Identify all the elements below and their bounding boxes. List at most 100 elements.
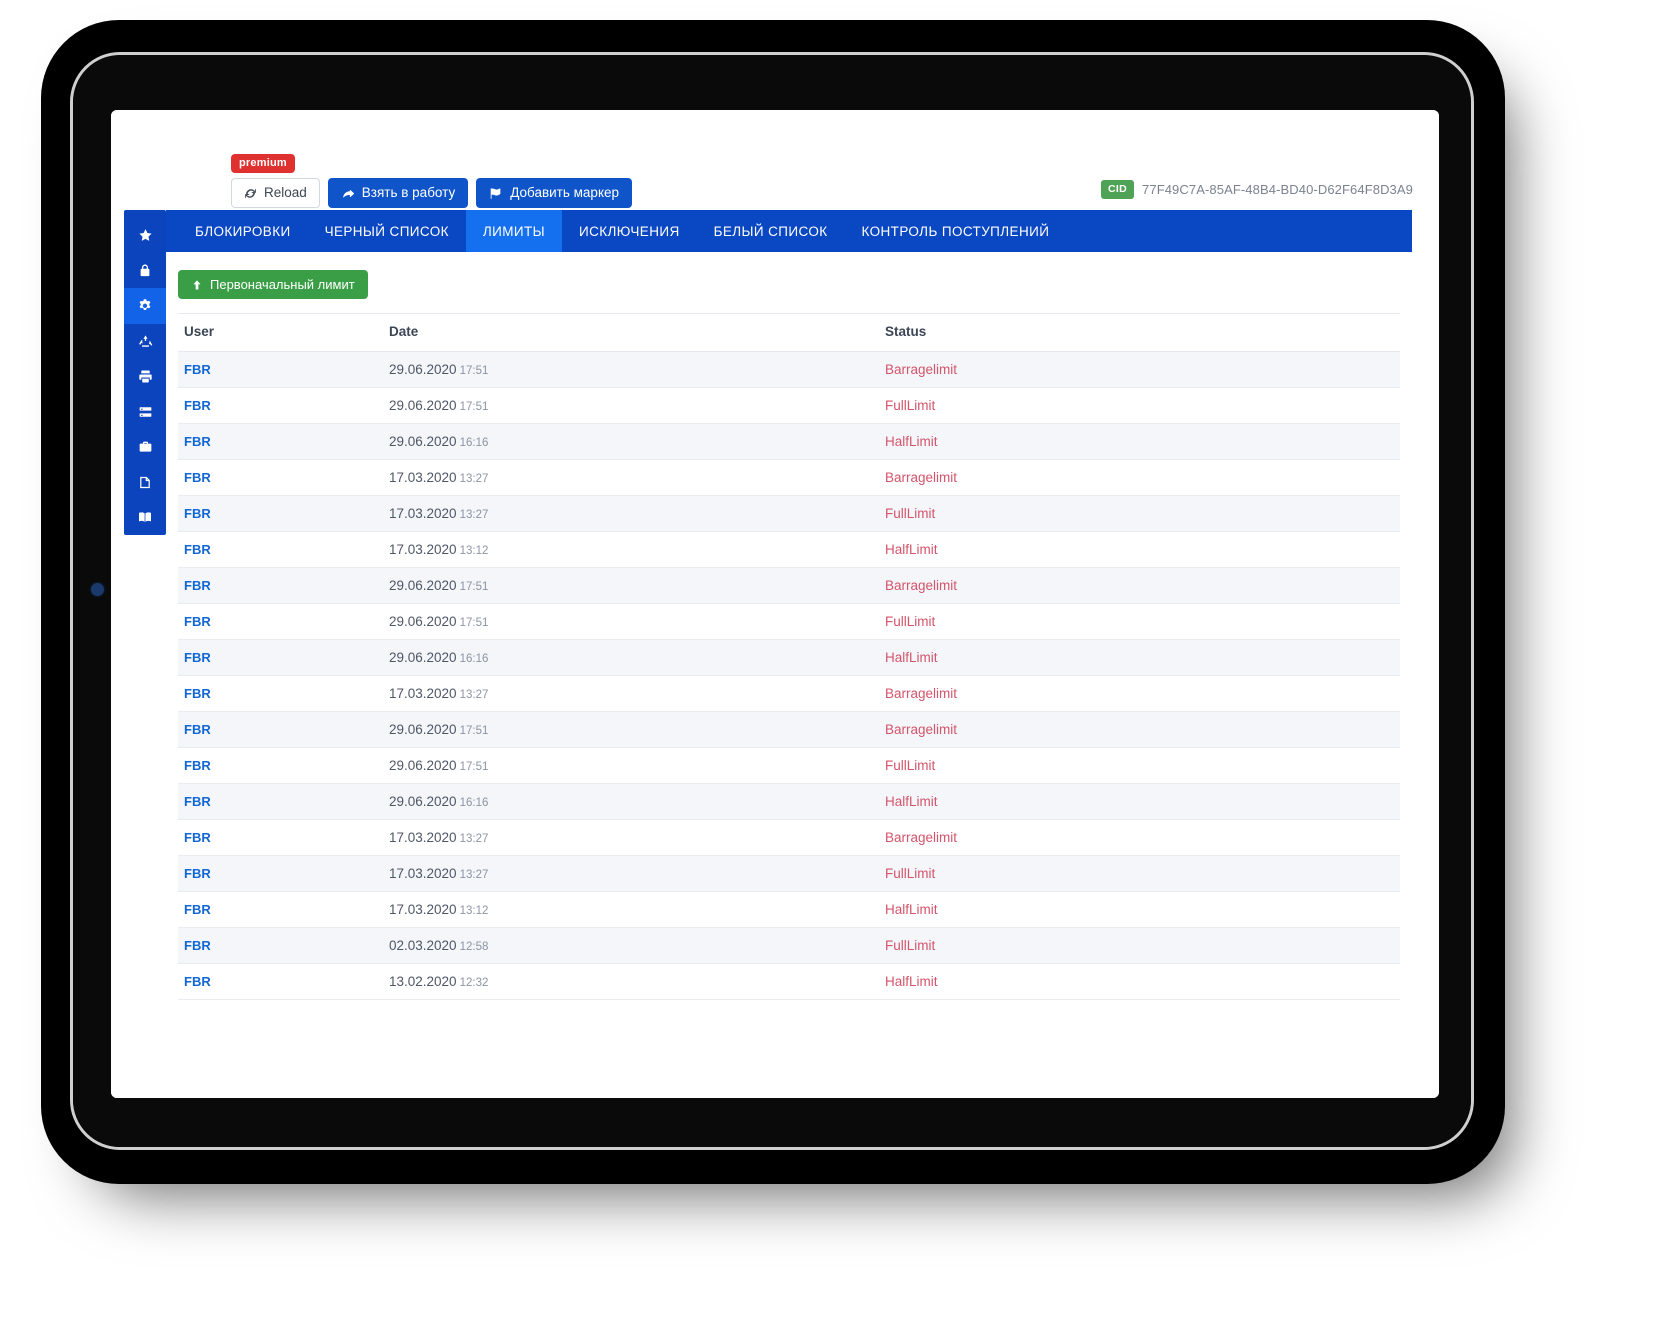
user-link[interactable]: FBR	[184, 506, 211, 521]
cell-user: FBR	[178, 927, 383, 964]
add-marker-label: Добавить маркер	[510, 185, 620, 201]
status-value: FullLimit	[885, 938, 936, 953]
user-link[interactable]: FBR	[184, 758, 211, 773]
date-value: 17.03.2020	[389, 902, 457, 917]
cell-status: HalfLimit	[879, 639, 1400, 676]
status-value: HalfLimit	[885, 542, 938, 557]
sidebar-item-security[interactable]	[124, 253, 166, 288]
sidebar-item-cases[interactable]	[124, 429, 166, 464]
table-row: FBR 29.06.2020 17:51 FullLimit	[178, 387, 1400, 424]
time-value: 12:32	[459, 977, 489, 989]
cell-user: FBR	[178, 351, 383, 388]
sidebar-item-settings[interactable]	[124, 288, 166, 324]
sidebar-item-notes[interactable]	[124, 465, 166, 500]
time-value: 13:12	[459, 545, 489, 557]
initial-limit-label: Первоначальный лимит	[210, 277, 355, 292]
column-header-user: User	[178, 313, 383, 352]
time-value: 16:16	[459, 653, 489, 665]
add-marker-button[interactable]: Добавить маркер	[476, 178, 633, 208]
table-header: User Date Status	[178, 313, 1400, 352]
take-to-work-label: Взять в работу	[361, 185, 456, 201]
time-value: 13:27	[459, 473, 489, 485]
user-link[interactable]: FBR	[184, 794, 211, 809]
tab-4[interactable]: БЕЛЫЙ СПИСОК	[697, 210, 845, 252]
user-link[interactable]: FBR	[184, 542, 211, 557]
user-link[interactable]: FBR	[184, 470, 211, 485]
user-link[interactable]: FBR	[184, 398, 211, 413]
date-value: 29.06.2020	[389, 362, 457, 377]
tab-0[interactable]: БЛОКИРОВКИ	[178, 210, 308, 252]
user-link[interactable]: FBR	[184, 362, 211, 377]
tab-1[interactable]: ЧЕРНЫЙ СПИСОК	[308, 210, 466, 252]
user-link[interactable]: FBR	[184, 578, 211, 593]
cell-status: HalfLimit	[879, 531, 1400, 568]
user-link[interactable]: FBR	[184, 830, 211, 845]
table-row: FBR 17.03.2020 13:27 Barragelimit	[178, 459, 1400, 496]
initial-limit-button[interactable]: Первоначальный лимит	[178, 270, 368, 299]
sidebar-item-directory[interactable]	[124, 500, 166, 535]
date-value: 17.03.2020	[389, 686, 457, 701]
user-link[interactable]: FBR	[184, 866, 211, 881]
sidebar-item-server[interactable]	[124, 394, 166, 429]
column-header-status: Status	[879, 313, 1400, 352]
camera-icon	[91, 583, 104, 596]
tab-2[interactable]: ЛИМИТЫ	[465, 210, 563, 252]
time-value: 17:51	[459, 761, 489, 773]
date-value: 29.06.2020	[389, 398, 457, 413]
user-link[interactable]: FBR	[184, 722, 211, 737]
cell-date: 17.03.2020 13:27	[383, 855, 879, 892]
sidebar-item-favorites[interactable]	[124, 218, 166, 253]
user-link[interactable]: FBR	[184, 434, 211, 449]
user-link[interactable]: FBR	[184, 938, 211, 953]
cell-date: 29.06.2020 16:16	[383, 423, 879, 460]
cell-status: FullLimit	[879, 855, 1400, 892]
sidebar-item-print[interactable]	[124, 359, 166, 394]
sidebar-item-recycle[interactable]	[124, 324, 166, 359]
user-link[interactable]: FBR	[184, 902, 211, 917]
date-value: 17.03.2020	[389, 866, 457, 881]
status-value: Barragelimit	[885, 578, 958, 593]
table-row: FBR 17.03.2020 13:12 HalfLimit	[178, 891, 1400, 928]
user-link[interactable]: FBR	[184, 686, 211, 701]
cell-user: FBR	[178, 855, 383, 892]
main-panel: БЛОКИРОВКИ ЧЕРНЫЙ СПИСОК ЛИМИТЫ ИСКЛЮЧЕНИЯ Б…	[166, 210, 1412, 1000]
user-link[interactable]: FBR	[184, 974, 211, 989]
take-to-work-button[interactable]: Взять в работу	[327, 178, 469, 208]
time-value: 17:51	[459, 617, 489, 629]
time-value: 12:58	[459, 941, 489, 953]
time-value: 13:27	[459, 689, 489, 701]
time-value: 17:51	[459, 581, 489, 593]
tab-label: ИСКЛЮЧЕНИЯ	[579, 223, 680, 239]
cell-user: FBR	[178, 711, 383, 748]
cell-date: 29.06.2020 17:51	[383, 747, 879, 784]
table-row: FBR 17.03.2020 13:27 FullLimit	[178, 495, 1400, 532]
cell-status: FullLimit	[879, 495, 1400, 532]
tab-5[interactable]: КОНТРОЛЬ ПОСТУПЛЕНИЙ	[845, 210, 1067, 252]
user-link[interactable]: FBR	[184, 650, 211, 665]
cell-user: FBR	[178, 495, 383, 532]
user-link[interactable]: FBR	[184, 614, 211, 629]
cell-date: 17.03.2020 13:12	[383, 891, 879, 928]
tab-label: ЛИМИТЫ	[482, 223, 546, 239]
table-row: FBR 17.03.2020 13:27 FullLimit	[178, 855, 1400, 892]
cid-value: 77F49C7A-85AF-48B4-BD40-D62F64F8D3A9	[1142, 182, 1413, 197]
cell-user: FBR	[178, 387, 383, 424]
status-value: Barragelimit	[885, 686, 958, 701]
cell-status: Barragelimit	[879, 819, 1400, 856]
date-value: 29.06.2020	[389, 722, 457, 737]
date-value: 29.06.2020	[389, 758, 457, 773]
cell-user: FBR	[178, 459, 383, 496]
table-body: FBR 29.06.2020 17:51 Barragelimit FBR 29.06.2…	[178, 351, 1400, 1000]
cell-status: HalfLimit	[879, 423, 1400, 460]
status-value: FullLimit	[885, 398, 936, 413]
time-value: 16:16	[459, 797, 489, 809]
cell-date: 29.06.2020 16:16	[383, 639, 879, 676]
cell-date: 13.02.2020 12:32	[383, 963, 879, 1000]
tab-3[interactable]: ИСКЛЮЧЕНИЯ	[562, 210, 697, 252]
reload-button[interactable]: Reload	[231, 178, 320, 208]
cell-status: Barragelimit	[879, 459, 1400, 496]
cell-status: Barragelimit	[879, 351, 1400, 388]
table-row: FBR 29.06.2020 17:51 Barragelimit	[178, 351, 1400, 388]
cell-status: FullLimit	[879, 747, 1400, 784]
